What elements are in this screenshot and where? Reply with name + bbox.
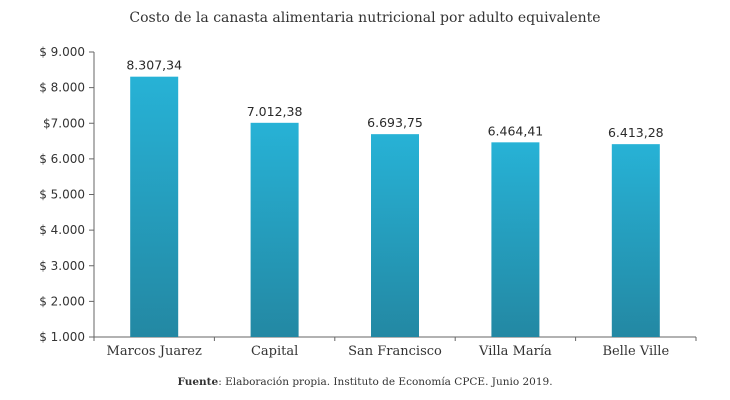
data-label: 7.012,38 [247,104,303,119]
bars [130,76,660,337]
source-note: Fuente: Elaboración propia. Instituto de… [177,376,552,388]
source-label: Fuente [177,376,218,388]
x-tick-label: Belle Ville [602,344,669,359]
data-label: 8.307,34 [126,58,182,73]
data-label: 6.693,75 [367,115,423,130]
y-tick-label: $ 9.000 [39,45,85,59]
data-labels: 8.307,34 7.012,38 6.693,75 6.464,41 6.413,28 [126,58,663,140]
bar [250,122,299,337]
bar [491,142,540,337]
source-text: : Elaboración propia. Instituto de Econo… [218,376,552,388]
y-tick-label: $ 8.000 [39,81,85,95]
x-tick-label: Capital [251,344,298,359]
y-tick-label: $ 4.000 [39,223,85,237]
y-tick-label: $ 2.000 [39,294,85,308]
data-label: 6.464,41 [488,123,544,138]
bar [371,134,419,337]
x-tick-label: Villa María [478,344,552,359]
y-tick-label: $ 5.000 [39,188,85,202]
y-tick-label: $ 6.000 [39,152,85,166]
y-tick-label: $7.000 [43,116,85,130]
chart-title: Costo de la canasta alimentaria nutricio… [129,10,600,26]
y-tick-label: $ 3.000 [39,259,85,273]
bar [611,144,660,337]
bar [130,76,179,337]
data-label: 6.413,28 [608,125,664,140]
y-tick-label: $ 1.000 [39,330,85,344]
y-axis: $ 1.000 $ 2.000 $ 3.000 $ 4.000 $ 5.000 $ 6.0… [39,45,95,344]
x-tick-label: San Francisco [348,344,442,359]
x-tick-label: Marcos Juarez [107,344,202,359]
x-axis: Marcos Juarez Capital San Francisco Villa M… [93,336,697,359]
